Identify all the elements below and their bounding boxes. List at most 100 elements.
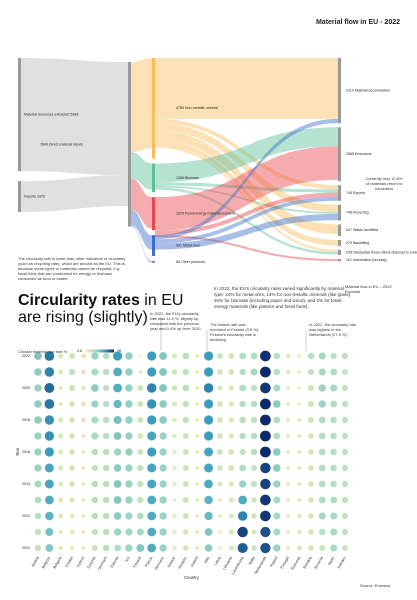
node-label: 4785 Non-metallic mineral [176, 106, 218, 110]
bubble [273, 384, 281, 392]
bubble [159, 512, 167, 520]
bubble [297, 481, 302, 487]
bubble [113, 415, 122, 425]
bubble [217, 417, 223, 423]
bubble [341, 480, 349, 488]
bubble [307, 417, 314, 423]
bubble [159, 448, 167, 456]
x-tick-label: Slovakia [302, 556, 312, 570]
bubble [34, 480, 42, 488]
node-label: Imports 1476 [24, 195, 45, 199]
node [338, 239, 341, 246]
node-value: 991 [176, 243, 182, 247]
bubble [147, 351, 157, 361]
bubble [91, 368, 99, 376]
node-name: Incineration (burning) [353, 258, 387, 262]
bubble [69, 513, 75, 519]
bubble [172, 449, 177, 455]
bubble [81, 465, 86, 471]
bubble [260, 414, 271, 426]
bubble [102, 544, 110, 552]
y-tick-label: 2020 [22, 386, 30, 390]
bubble [91, 512, 99, 520]
bubble [58, 385, 63, 391]
x-tick-label: Latvia [213, 556, 221, 566]
node [338, 204, 341, 221]
bubble [250, 400, 258, 408]
bubble [330, 480, 337, 488]
bubble [102, 448, 110, 456]
bubble [34, 544, 42, 552]
node-name: Biomass [185, 176, 199, 180]
bubble [137, 480, 144, 488]
bubble [228, 353, 235, 359]
flow [155, 58, 338, 119]
bubble [195, 465, 200, 471]
page-title: Material flow in EU - 2022 [316, 19, 400, 26]
bubble [58, 353, 64, 359]
bubble [318, 464, 326, 472]
bubble [102, 464, 110, 472]
bubble [297, 417, 302, 423]
bubble [182, 352, 190, 360]
bubble [81, 481, 86, 487]
bubble [81, 497, 86, 503]
bubble [44, 431, 55, 441]
bubble [182, 481, 189, 487]
bubble [273, 480, 281, 488]
bubble [228, 449, 235, 455]
bubble [172, 545, 177, 551]
node [338, 249, 341, 255]
bubble [34, 448, 42, 456]
bubble [102, 480, 110, 488]
node [152, 260, 155, 263]
bubble [159, 496, 167, 504]
bubble [195, 449, 200, 455]
colorbar [86, 349, 114, 353]
node-label: 112 Incineration (burning) [346, 258, 387, 262]
y-tick-label: 2010 [22, 546, 30, 550]
bubble [44, 367, 55, 377]
bubble [297, 449, 302, 455]
bubble [147, 543, 157, 553]
bubble [318, 416, 326, 424]
bubble [182, 465, 189, 471]
flow [155, 234, 338, 262]
bubble [238, 495, 248, 505]
x-tick-label: Portugal [280, 556, 290, 570]
bubble [172, 529, 177, 535]
bubble [44, 415, 55, 425]
source: Source: Eurostat [360, 583, 390, 588]
bubble [308, 433, 314, 439]
node-name: Non-metallic mineral [185, 106, 218, 110]
bubble [203, 367, 214, 377]
flow [155, 139, 338, 246]
bubble [125, 512, 133, 520]
bubble [172, 465, 177, 471]
bubble [69, 465, 75, 471]
node-value: 1476 [37, 195, 45, 199]
bubble [319, 528, 326, 536]
bubble [239, 448, 246, 456]
title-part: are rising (slightly) [18, 309, 148, 326]
bubble [91, 416, 99, 424]
flow [131, 152, 152, 190]
sankey-note: Currently only 10.8% of materials return… [365, 176, 403, 191]
annotation: In 2022, the EU's circularity rate was 1… [150, 311, 202, 331]
node-name: Direct material inputs [49, 142, 83, 146]
x-tick-label: Romania [291, 556, 302, 570]
bubble [237, 542, 248, 554]
bubble [125, 464, 133, 472]
flow [155, 187, 338, 255]
bubble [125, 368, 133, 376]
bubble [172, 417, 177, 423]
bubble [171, 385, 178, 391]
bubble [69, 368, 76, 376]
bubble [125, 528, 133, 536]
node-label: 1366 Biomass [176, 176, 199, 180]
x-tick-label: France [144, 556, 153, 568]
bubble [203, 351, 214, 361]
bubble [44, 495, 54, 505]
y-tick-label: 2016 [22, 450, 30, 454]
bubble [203, 431, 214, 441]
